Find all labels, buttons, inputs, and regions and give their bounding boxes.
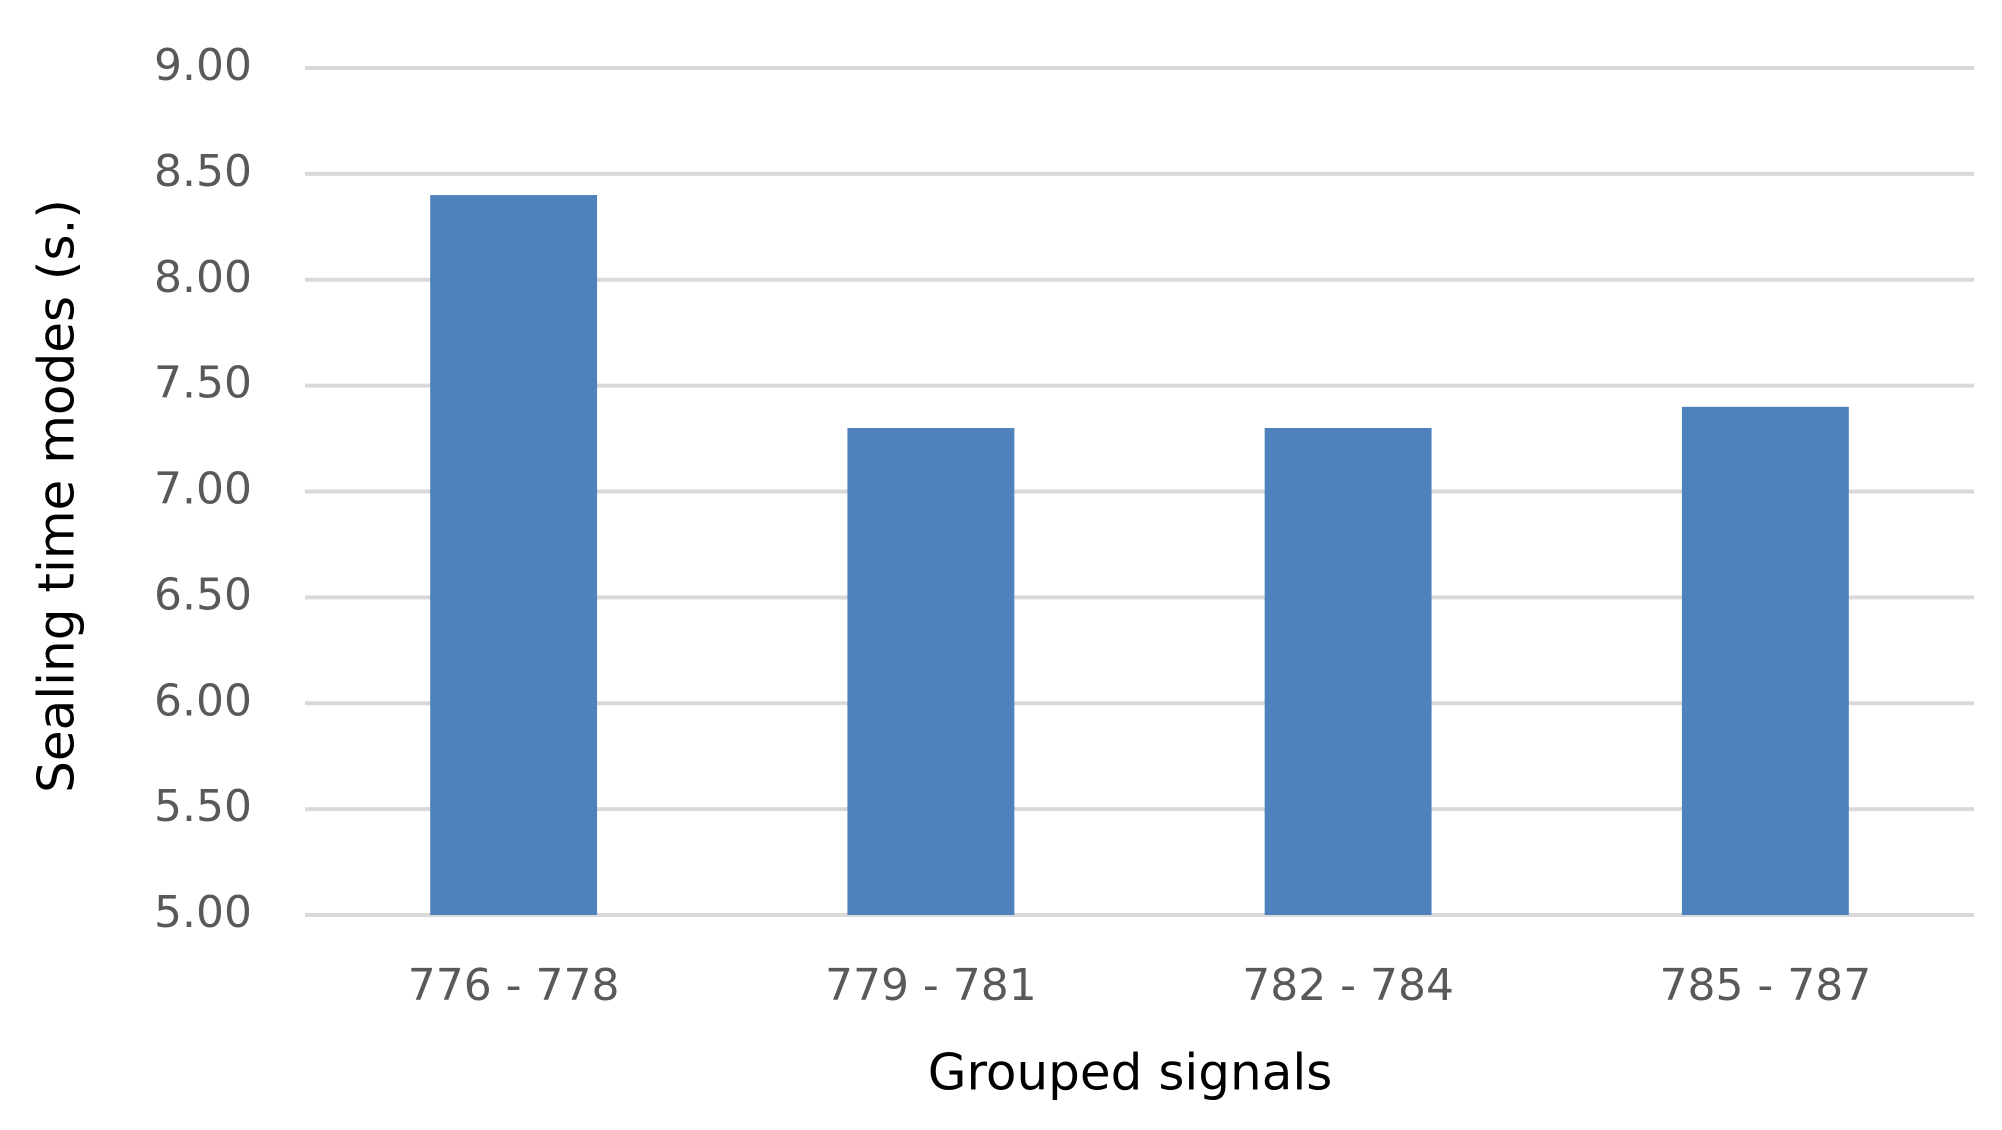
y-tick-label: 9.00 <box>154 40 252 91</box>
y-tick-label: 6.50 <box>154 569 252 620</box>
y-tick-label: 8.50 <box>154 146 252 197</box>
x-tick-label: 776 - 778 <box>408 960 620 1011</box>
y-tick-label: 7.00 <box>154 464 252 515</box>
y-tick-label: 5.00 <box>154 887 252 938</box>
y-tick-label: 7.50 <box>154 358 252 409</box>
x-tick-label: 782 - 784 <box>1242 960 1454 1011</box>
bar <box>430 195 598 916</box>
x-axis-title: Grouped signals <box>928 1044 1333 1102</box>
x-tick-label: 779 - 781 <box>825 960 1037 1011</box>
y-tick-label: 6.00 <box>154 675 252 726</box>
y-tick-label: 8.00 <box>154 252 252 303</box>
y-axis-title: Sealing time modes (s.) <box>28 199 86 793</box>
x-tick-label: 785 - 787 <box>1659 960 1871 1011</box>
bar <box>847 427 1015 915</box>
bar <box>1681 406 1849 915</box>
bar <box>1264 427 1432 915</box>
y-tick-label: 5.50 <box>154 781 252 832</box>
